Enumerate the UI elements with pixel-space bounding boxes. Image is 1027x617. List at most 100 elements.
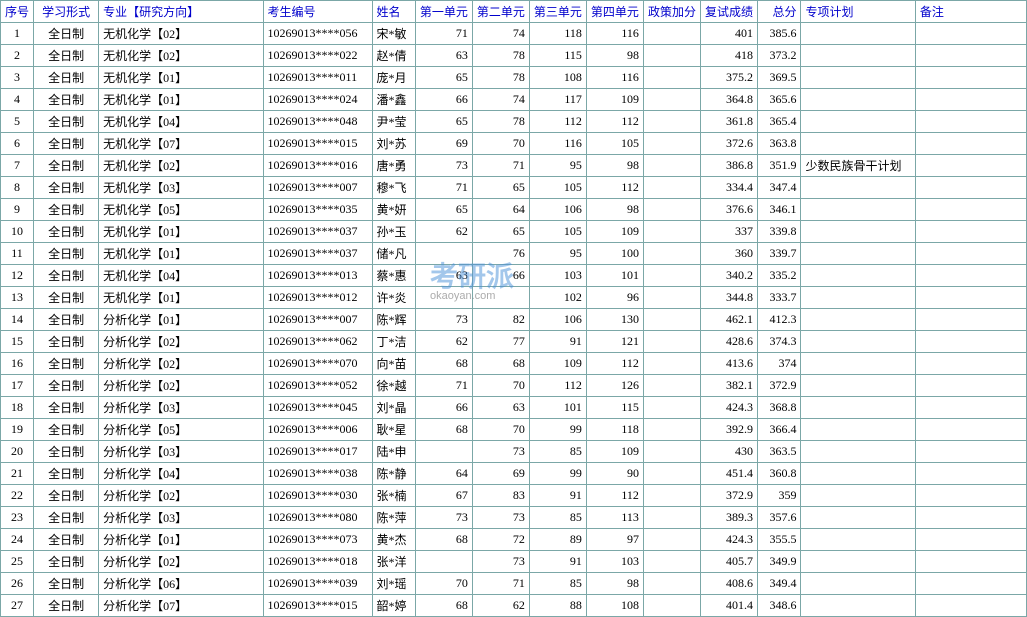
header-total: 总分 [757, 1, 800, 23]
cell-major: 分析化学【02】 [99, 331, 263, 353]
cell-seq: 8 [1, 177, 34, 199]
table-row: 15全日制分析化学【02】10269013****062丁*洁627791121… [1, 331, 1027, 353]
cell-major: 无机化学【01】 [99, 221, 263, 243]
cell-form: 全日制 [34, 199, 99, 221]
cell-major: 分析化学【02】 [99, 551, 263, 573]
cell-total: 366.4 [757, 419, 800, 441]
cell-plan [801, 353, 915, 375]
cell-u3: 117 [529, 89, 586, 111]
cell-form: 全日制 [34, 23, 99, 45]
cell-u4: 100 [586, 243, 643, 265]
cell-form: 全日制 [34, 419, 99, 441]
cell-u4: 116 [586, 23, 643, 45]
cell-total: 333.7 [757, 287, 800, 309]
cell-note [915, 133, 1026, 155]
cell-major: 分析化学【01】 [99, 529, 263, 551]
cell-name: 许*炎 [372, 287, 415, 309]
cell-note [915, 111, 1026, 133]
cell-total: 412.3 [757, 309, 800, 331]
cell-u4: 115 [586, 397, 643, 419]
cell-plan: 少数民族骨干计划 [801, 155, 915, 177]
cell-form: 全日制 [34, 595, 99, 617]
header-unit3: 第三单元 [529, 1, 586, 23]
cell-form: 全日制 [34, 45, 99, 67]
cell-major: 无机化学【02】 [99, 23, 263, 45]
cell-u2: 71 [472, 573, 529, 595]
cell-total: 359 [757, 485, 800, 507]
cell-seq: 15 [1, 331, 34, 353]
cell-u1: 71 [415, 375, 472, 397]
table-row: 8全日制无机化学【03】10269013****007穆*飞7165105112… [1, 177, 1027, 199]
cell-note [915, 287, 1026, 309]
cell-note [915, 331, 1026, 353]
cell-id: 10269013****056 [263, 23, 372, 45]
cell-u4: 101 [586, 265, 643, 287]
cell-plan [801, 551, 915, 573]
cell-u3: 99 [529, 419, 586, 441]
cell-id: 10269013****045 [263, 397, 372, 419]
cell-retest: 337 [700, 221, 757, 243]
cell-u3: 103 [529, 265, 586, 287]
cell-note [915, 595, 1026, 617]
cell-total: 339.8 [757, 221, 800, 243]
cell-name: 尹*莹 [372, 111, 415, 133]
cell-major: 无机化学【01】 [99, 67, 263, 89]
cell-seq: 24 [1, 529, 34, 551]
cell-name: 韶*婷 [372, 595, 415, 617]
cell-id: 10269013****015 [263, 133, 372, 155]
table-row: 27全日制分析化学【07】10269013****015韶*婷686288108… [1, 595, 1027, 617]
cell-u1 [415, 551, 472, 573]
cell-u2: 76 [472, 243, 529, 265]
cell-seq: 2 [1, 45, 34, 67]
cell-form: 全日制 [34, 331, 99, 353]
cell-u4: 98 [586, 573, 643, 595]
cell-form: 全日制 [34, 463, 99, 485]
cell-u1: 71 [415, 23, 472, 45]
cell-total: 369.5 [757, 67, 800, 89]
cell-total: 374.3 [757, 331, 800, 353]
cell-u1: 65 [415, 111, 472, 133]
cell-bonus [643, 155, 700, 177]
header-id: 考生编号 [263, 1, 372, 23]
cell-plan [801, 529, 915, 551]
cell-note [915, 89, 1026, 111]
header-row: 序号 学习形式 专业【研究方向】 考生编号 姓名 第一单元 第二单元 第三单元 … [1, 1, 1027, 23]
cell-u3: 91 [529, 485, 586, 507]
table-row: 26全日制分析化学【06】10269013****039刘*瑶707185984… [1, 573, 1027, 595]
cell-name: 向*苗 [372, 353, 415, 375]
cell-major: 分析化学【03】 [99, 397, 263, 419]
cell-seq: 11 [1, 243, 34, 265]
cell-u2: 70 [472, 419, 529, 441]
cell-u2: 65 [472, 221, 529, 243]
cell-u4: 109 [586, 221, 643, 243]
header-unit4: 第四单元 [586, 1, 643, 23]
cell-major: 无机化学【04】 [99, 111, 263, 133]
cell-u4: 116 [586, 67, 643, 89]
table-row: 14全日制分析化学【01】10269013****007陈*辉738210613… [1, 309, 1027, 331]
cell-seq: 4 [1, 89, 34, 111]
cell-name: 陈*静 [372, 463, 415, 485]
cell-major: 无机化学【05】 [99, 199, 263, 221]
cell-u1: 68 [415, 529, 472, 551]
cell-u3: 109 [529, 353, 586, 375]
cell-id: 10269013****039 [263, 573, 372, 595]
cell-u4: 112 [586, 353, 643, 375]
table-header: 序号 学习形式 专业【研究方向】 考生编号 姓名 第一单元 第二单元 第三单元 … [1, 1, 1027, 23]
cell-seq: 6 [1, 133, 34, 155]
cell-note [915, 23, 1026, 45]
cell-plan [801, 573, 915, 595]
cell-seq: 18 [1, 397, 34, 419]
cell-name: 唐*勇 [372, 155, 415, 177]
table-row: 17全日制分析化学【02】10269013****052徐*越717011212… [1, 375, 1027, 397]
cell-id: 10269013****012 [263, 287, 372, 309]
cell-plan [801, 199, 915, 221]
cell-seq: 20 [1, 441, 34, 463]
cell-name: 蔡*惠 [372, 265, 415, 287]
cell-plan [801, 595, 915, 617]
cell-bonus [643, 67, 700, 89]
cell-form: 全日制 [34, 309, 99, 331]
cell-total: 365.6 [757, 89, 800, 111]
cell-u1: 68 [415, 419, 472, 441]
cell-u4: 109 [586, 89, 643, 111]
cell-name: 黄*妍 [372, 199, 415, 221]
